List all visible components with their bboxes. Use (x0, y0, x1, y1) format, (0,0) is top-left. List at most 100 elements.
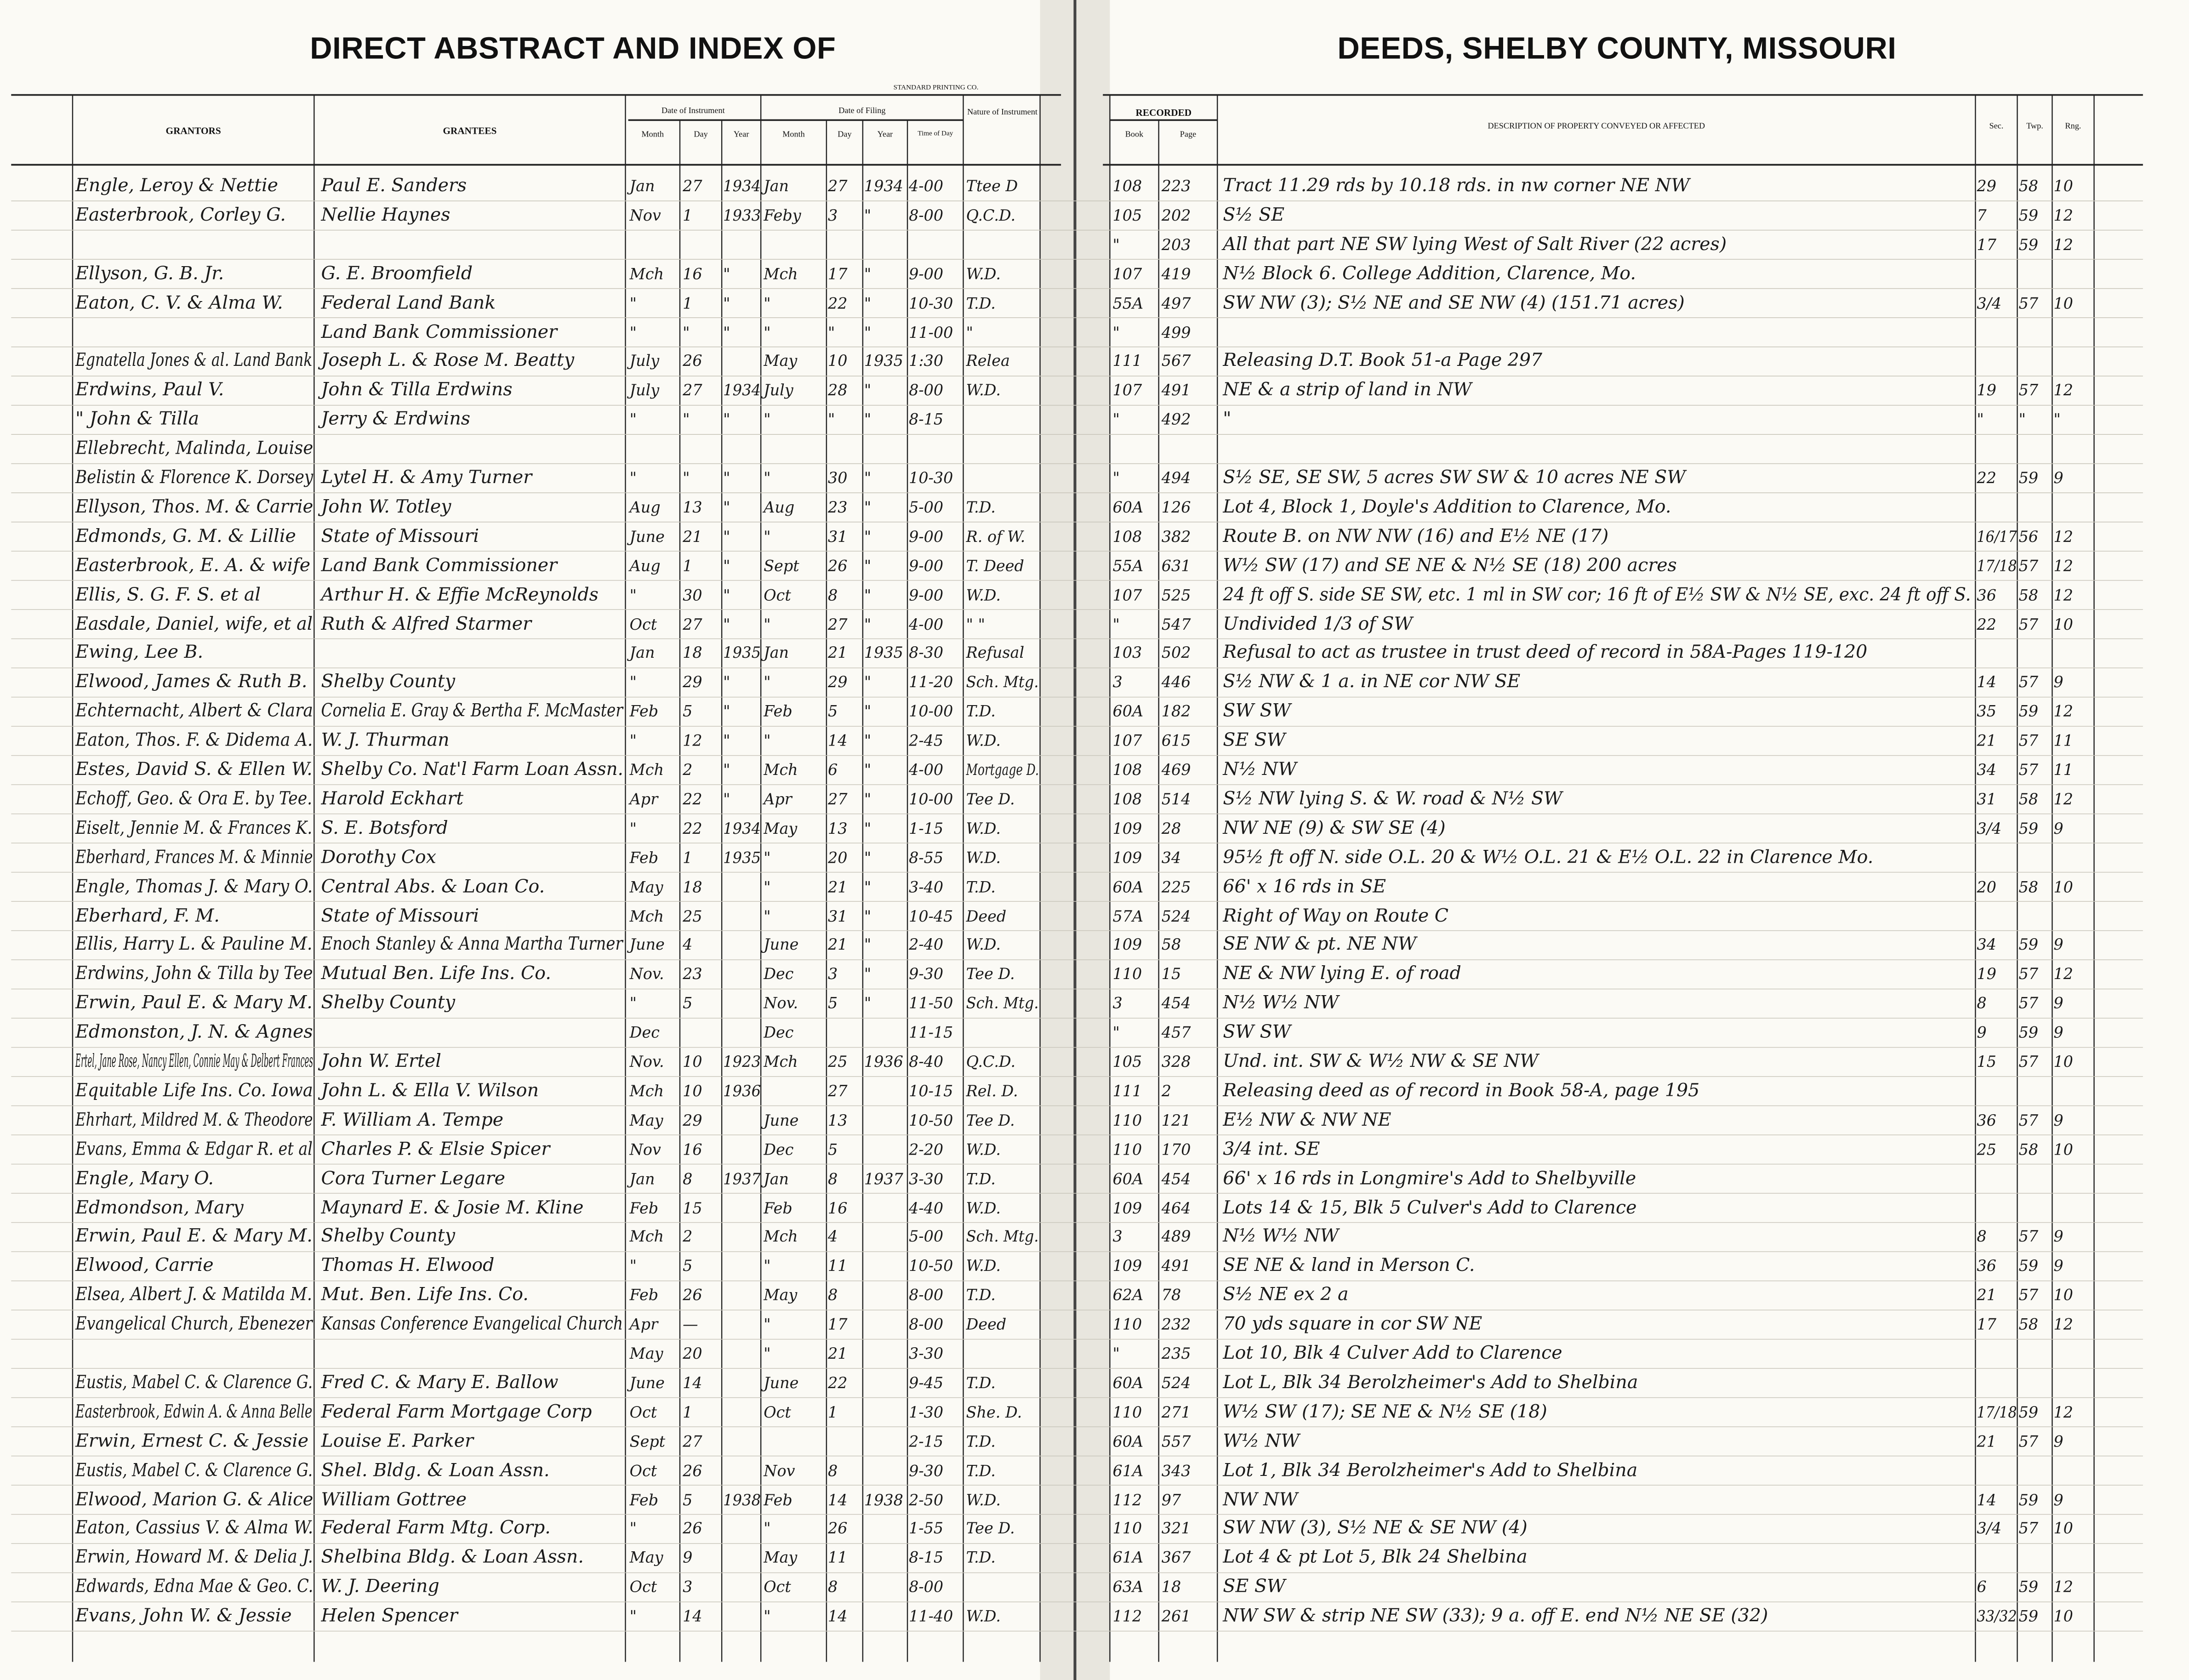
ledger-cell: 26 (683, 1286, 702, 1305)
ledger-cell: 36 (1977, 586, 1996, 604)
ledger-cell: " (629, 1607, 637, 1626)
ledger-cell: " (864, 527, 872, 546)
ledger-cell: Eaton, Cassius V. & Alma W. (75, 1518, 314, 1540)
ledger-cell: Mch (629, 1228, 664, 1247)
ledger-cell: Lot 4 & pt Lot 5, Blk 24 Shelbina (1223, 1548, 1528, 1569)
ledger-cell: 4-40 (909, 1199, 944, 1217)
ledger-cell: 31 (827, 527, 848, 546)
ledger-cell: W.D. (966, 1257, 1001, 1276)
ledger-cell: 3/4 int. SE (1223, 1139, 1320, 1160)
ledger-cell: 5 (683, 702, 693, 721)
ledger-cell: 27 (827, 615, 848, 633)
ledger-cell: 1 (683, 849, 693, 867)
ledger-cell: S½ NW & 1 a. in NE cor NW SE (1223, 672, 1521, 693)
col-header: Day (838, 131, 852, 140)
ledger-cell: 12 (2053, 527, 2073, 546)
ledger-cell: 108 (1112, 761, 1142, 780)
ledger-cell: 492 (1161, 410, 1191, 429)
ledger-cell: " (864, 294, 872, 313)
ledger-cell: 59 (2018, 235, 2039, 254)
ledger-cell: 107 (1112, 265, 1142, 283)
ledger-cell: " (723, 702, 730, 721)
ledger-cell: T.D. (966, 877, 996, 896)
ledger-cell: 1935 (723, 849, 761, 867)
ledger-cell: Feb (764, 702, 792, 721)
ledger-cell: 12 (2053, 1578, 2073, 1597)
ledger-cell: W. J. Deering (321, 1577, 439, 1598)
ledger-cell: Ellebrecht, Malinda, Louise (75, 439, 314, 460)
ledger-cell: " (723, 498, 730, 517)
ledger-cell: 97 (1161, 1491, 1181, 1509)
ledger-cell: Federal Farm Mtg. Corp. (321, 1518, 551, 1540)
ledger-cell: " (723, 557, 730, 575)
ledger-cell: 3-40 (909, 877, 944, 896)
ledger-cell: Tee D. (966, 965, 1015, 984)
ledger-cell: " (723, 615, 730, 633)
ledger-cell: 29 (683, 1111, 702, 1130)
ledger-cell: 14 (1977, 673, 1996, 692)
ledger-cell: Erwin, Paul E. & Mary M. (75, 993, 313, 1014)
ledger-cell: 29 (1977, 177, 1996, 196)
ledger-cell: 17/18 (1977, 1403, 2017, 1422)
ledger-cell: Feb (629, 1491, 659, 1509)
ledger-cell: 59 (2018, 1491, 2039, 1509)
ledger-cell: 557 (1161, 1432, 1191, 1451)
ledger-cell: Lot L, Blk 34 Berolzheimer's Add to Shel… (1223, 1372, 1638, 1394)
ledger-cell: Ruth & Alfred Starmer (321, 614, 532, 635)
ledger-cell: SW SW (1223, 1022, 1291, 1043)
ledger-cell: 489 (1161, 1228, 1191, 1247)
ledger-cell: 21 (1977, 732, 1996, 750)
ledger-cell: 8 (683, 1169, 693, 1188)
ledger-cell: 343 (1161, 1461, 1191, 1480)
ledger-cell: 5-00 (909, 498, 944, 517)
ledger-cell: 11-20 (909, 673, 953, 692)
ledger-cell: State of Missouri (321, 905, 479, 927)
ledger-cell: T.D. (966, 1286, 996, 1305)
ledger-cell: John W. Totley (321, 497, 451, 518)
ledger-cell: 17 (1977, 1316, 1996, 1334)
ledger-cell: May (629, 1111, 663, 1130)
ledger-cell: 5 (827, 1140, 838, 1159)
ledger-cell: 321 (1161, 1520, 1191, 1538)
ledger-cell: 33/32 (1977, 1607, 2017, 1626)
ledger-cell: 57 (2018, 615, 2039, 633)
ledger-cell: 5 (827, 994, 838, 1013)
ledger-cell: — (683, 1316, 698, 1334)
ledger-cell: " (764, 1607, 771, 1626)
ledger-cell: 10 (827, 352, 848, 371)
ledger-cell: " (723, 294, 730, 313)
ledger-cell: Mortgage D. (966, 761, 1039, 780)
ledger-cell: N½ Block 6. College Addition, Clarence, … (1223, 263, 1636, 285)
ledger-cell: Evans, Emma & Edgar R. et al (75, 1139, 313, 1160)
ledger-cell: 60A (1112, 1432, 1144, 1451)
ledger-cell: 11 (827, 1549, 848, 1567)
ledger-cell: 110 (1112, 1111, 1142, 1130)
ledger-cell: 8 (827, 1286, 838, 1305)
ledger-cell: N½ NW (1223, 759, 1297, 781)
ledger-cell: Edmonston, J. N. & Agnes (75, 1022, 313, 1043)
ledger-cell: Engle, Leroy & Nettie (75, 176, 279, 197)
ledger-cell: 9 (1977, 1024, 1987, 1042)
ledger-cell: " (629, 323, 637, 342)
ledger-cell: Erdwins, Paul V. (75, 380, 224, 401)
ledger-cell: " John & Tilla (75, 409, 200, 431)
ledger-cell: " (864, 673, 872, 692)
ledger-cell: 57 (2018, 1053, 2039, 1071)
ledger-cell: Nov (629, 206, 661, 225)
ledger-cell: " (864, 819, 872, 838)
ledger-cell: 21 (827, 877, 848, 896)
ledger-cell: Dec (764, 1140, 794, 1159)
ledger-cell: William Gottree (321, 1489, 467, 1510)
ledger-cell: 1 (683, 294, 693, 313)
ledger-cell: Eberhard, Frances M. & Minnie (75, 847, 313, 868)
ledger-cell: Kansas Conference Evangelical Church (321, 1314, 623, 1335)
ledger-cell: Elwood, James & Ruth B. (75, 672, 308, 693)
ledger-cell: Maynard E. & Josie M. Kline (321, 1197, 584, 1219)
ledger-cell: 8-55 (909, 849, 944, 867)
ledger-cell: 111 (1112, 1082, 1142, 1100)
ledger-cell: 31 (827, 907, 848, 925)
ledger-cell: 10 (2053, 177, 2073, 196)
ledger-cell: 12 (2053, 1403, 2073, 1422)
ledger-cell: 9-00 (909, 557, 944, 575)
ledger-cell: June (629, 527, 665, 546)
